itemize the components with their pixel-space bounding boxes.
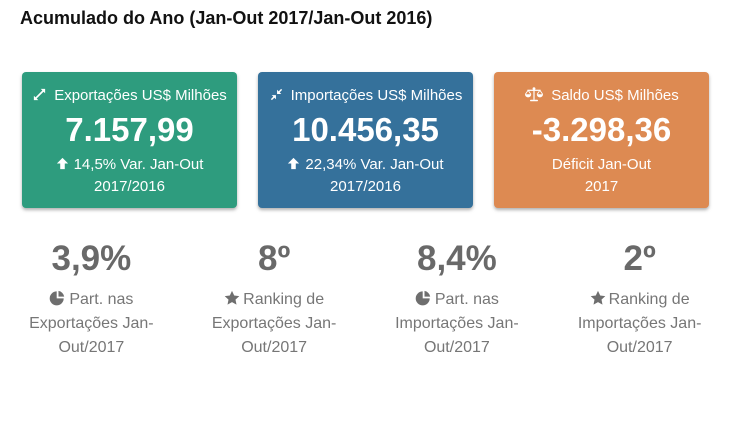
stat-ranking-importacoes: 2º Ranking de Importações Jan-Out/2017 (548, 239, 731, 360)
stat-part-exportacoes-text: Part. nas Exportações Jan-Out/2017 (29, 290, 154, 356)
card-exportacoes: Exportações US$ Milhões 7.157,99 14,5% V… (22, 72, 237, 208)
card-importacoes-sub-line1: 22,34% Var. Jan-Out (305, 156, 444, 173)
card-saldo-value: -3.298,36 (531, 111, 672, 148)
card-exportacoes-sub-line2: 2017/2016 (94, 177, 165, 195)
stat-part-importacoes-value: 8,4% (416, 239, 497, 278)
card-exportacoes-sub-line1: 14,5% Var. Jan-Out (73, 156, 204, 173)
expand-arrows-icon (32, 87, 54, 104)
card-saldo-deficit-note: Déficit Jan-Out 2017 (502, 154, 701, 198)
stat-ranking-exportacoes-text: Ranking de Exportações Jan-Out/2017 (211, 290, 337, 356)
card-exportacoes-label: Exportações US$ Milhões (54, 87, 227, 104)
card-importacoes-label: Importações US$ Milhões (290, 87, 463, 104)
stat-ranking-importacoes-label: Ranking de Importações Jan-Out/2017 (573, 288, 707, 360)
card-importacoes-value: 10.456,35 (292, 111, 439, 148)
card-importacoes-header: Importações US$ Milhões (266, 87, 465, 104)
card-importacoes-variation: 22,34% Var. Jan-Out 2017/2016 (266, 154, 465, 198)
balance-scale-icon (524, 87, 551, 104)
card-saldo-label: Saldo US$ Milhões (551, 87, 679, 104)
compress-arrows-icon (269, 87, 291, 104)
page-title: Acumulado do Ano (Jan-Out 2017/Jan-Out 2… (20, 8, 433, 28)
star-icon (224, 290, 243, 308)
stat-part-importacoes-label: Part. nas Importações Jan-Out/2017 (390, 288, 524, 360)
card-saldo-sub-line2: 2017 (584, 177, 619, 195)
stat-part-importacoes-text: Part. nas Importações Jan-Out/2017 (395, 290, 519, 356)
card-saldo: Saldo US$ Milhões -3.298,36 Déficit Jan-… (494, 72, 709, 208)
stat-ranking-exportacoes-label: Ranking de Exportações Jan-Out/2017 (207, 288, 341, 360)
stat-part-importacoes: 8,4% Part. nas Importações Jan-Out/2017 (366, 239, 549, 360)
card-saldo-sub-line1: Déficit Jan-Out (551, 156, 652, 173)
stat-ranking-exportacoes-value: 8º (258, 239, 291, 278)
stat-ranking-importacoes-value: 2º (623, 239, 656, 278)
card-exportacoes-value: 7.157,99 (65, 111, 194, 148)
stats-row: 3,9% Part. nas Exportações Jan-Out/2017 … (0, 239, 731, 360)
stat-part-exportacoes: 3,9% Part. nas Exportações Jan-Out/2017 (0, 239, 183, 360)
card-exportacoes-header: Exportações US$ Milhões (30, 87, 229, 104)
stat-ranking-importacoes-text: Ranking de Importações Jan-Out/2017 (577, 290, 702, 356)
card-saldo-header: Saldo US$ Milhões (502, 87, 701, 104)
arrow-up-icon (287, 156, 305, 173)
stat-part-exportacoes-label: Part. nas Exportações Jan-Out/2017 (24, 288, 158, 360)
stat-part-exportacoes-value: 3,9% (51, 239, 132, 278)
star-icon (590, 290, 609, 308)
pie-chart-icon (49, 290, 69, 308)
arrow-up-icon (56, 156, 74, 173)
card-importacoes: Importações US$ Milhões 10.456,35 22,34%… (258, 72, 473, 208)
card-importacoes-sub-line2: 2017/2016 (330, 177, 401, 195)
card-exportacoes-variation: 14,5% Var. Jan-Out 2017/2016 (30, 154, 229, 198)
pie-chart-icon (415, 290, 435, 308)
kpi-cards-row: Exportações US$ Milhões 7.157,99 14,5% V… (22, 72, 709, 208)
stat-ranking-exportacoes: 8º Ranking de Exportações Jan-Out/2017 (183, 239, 366, 360)
